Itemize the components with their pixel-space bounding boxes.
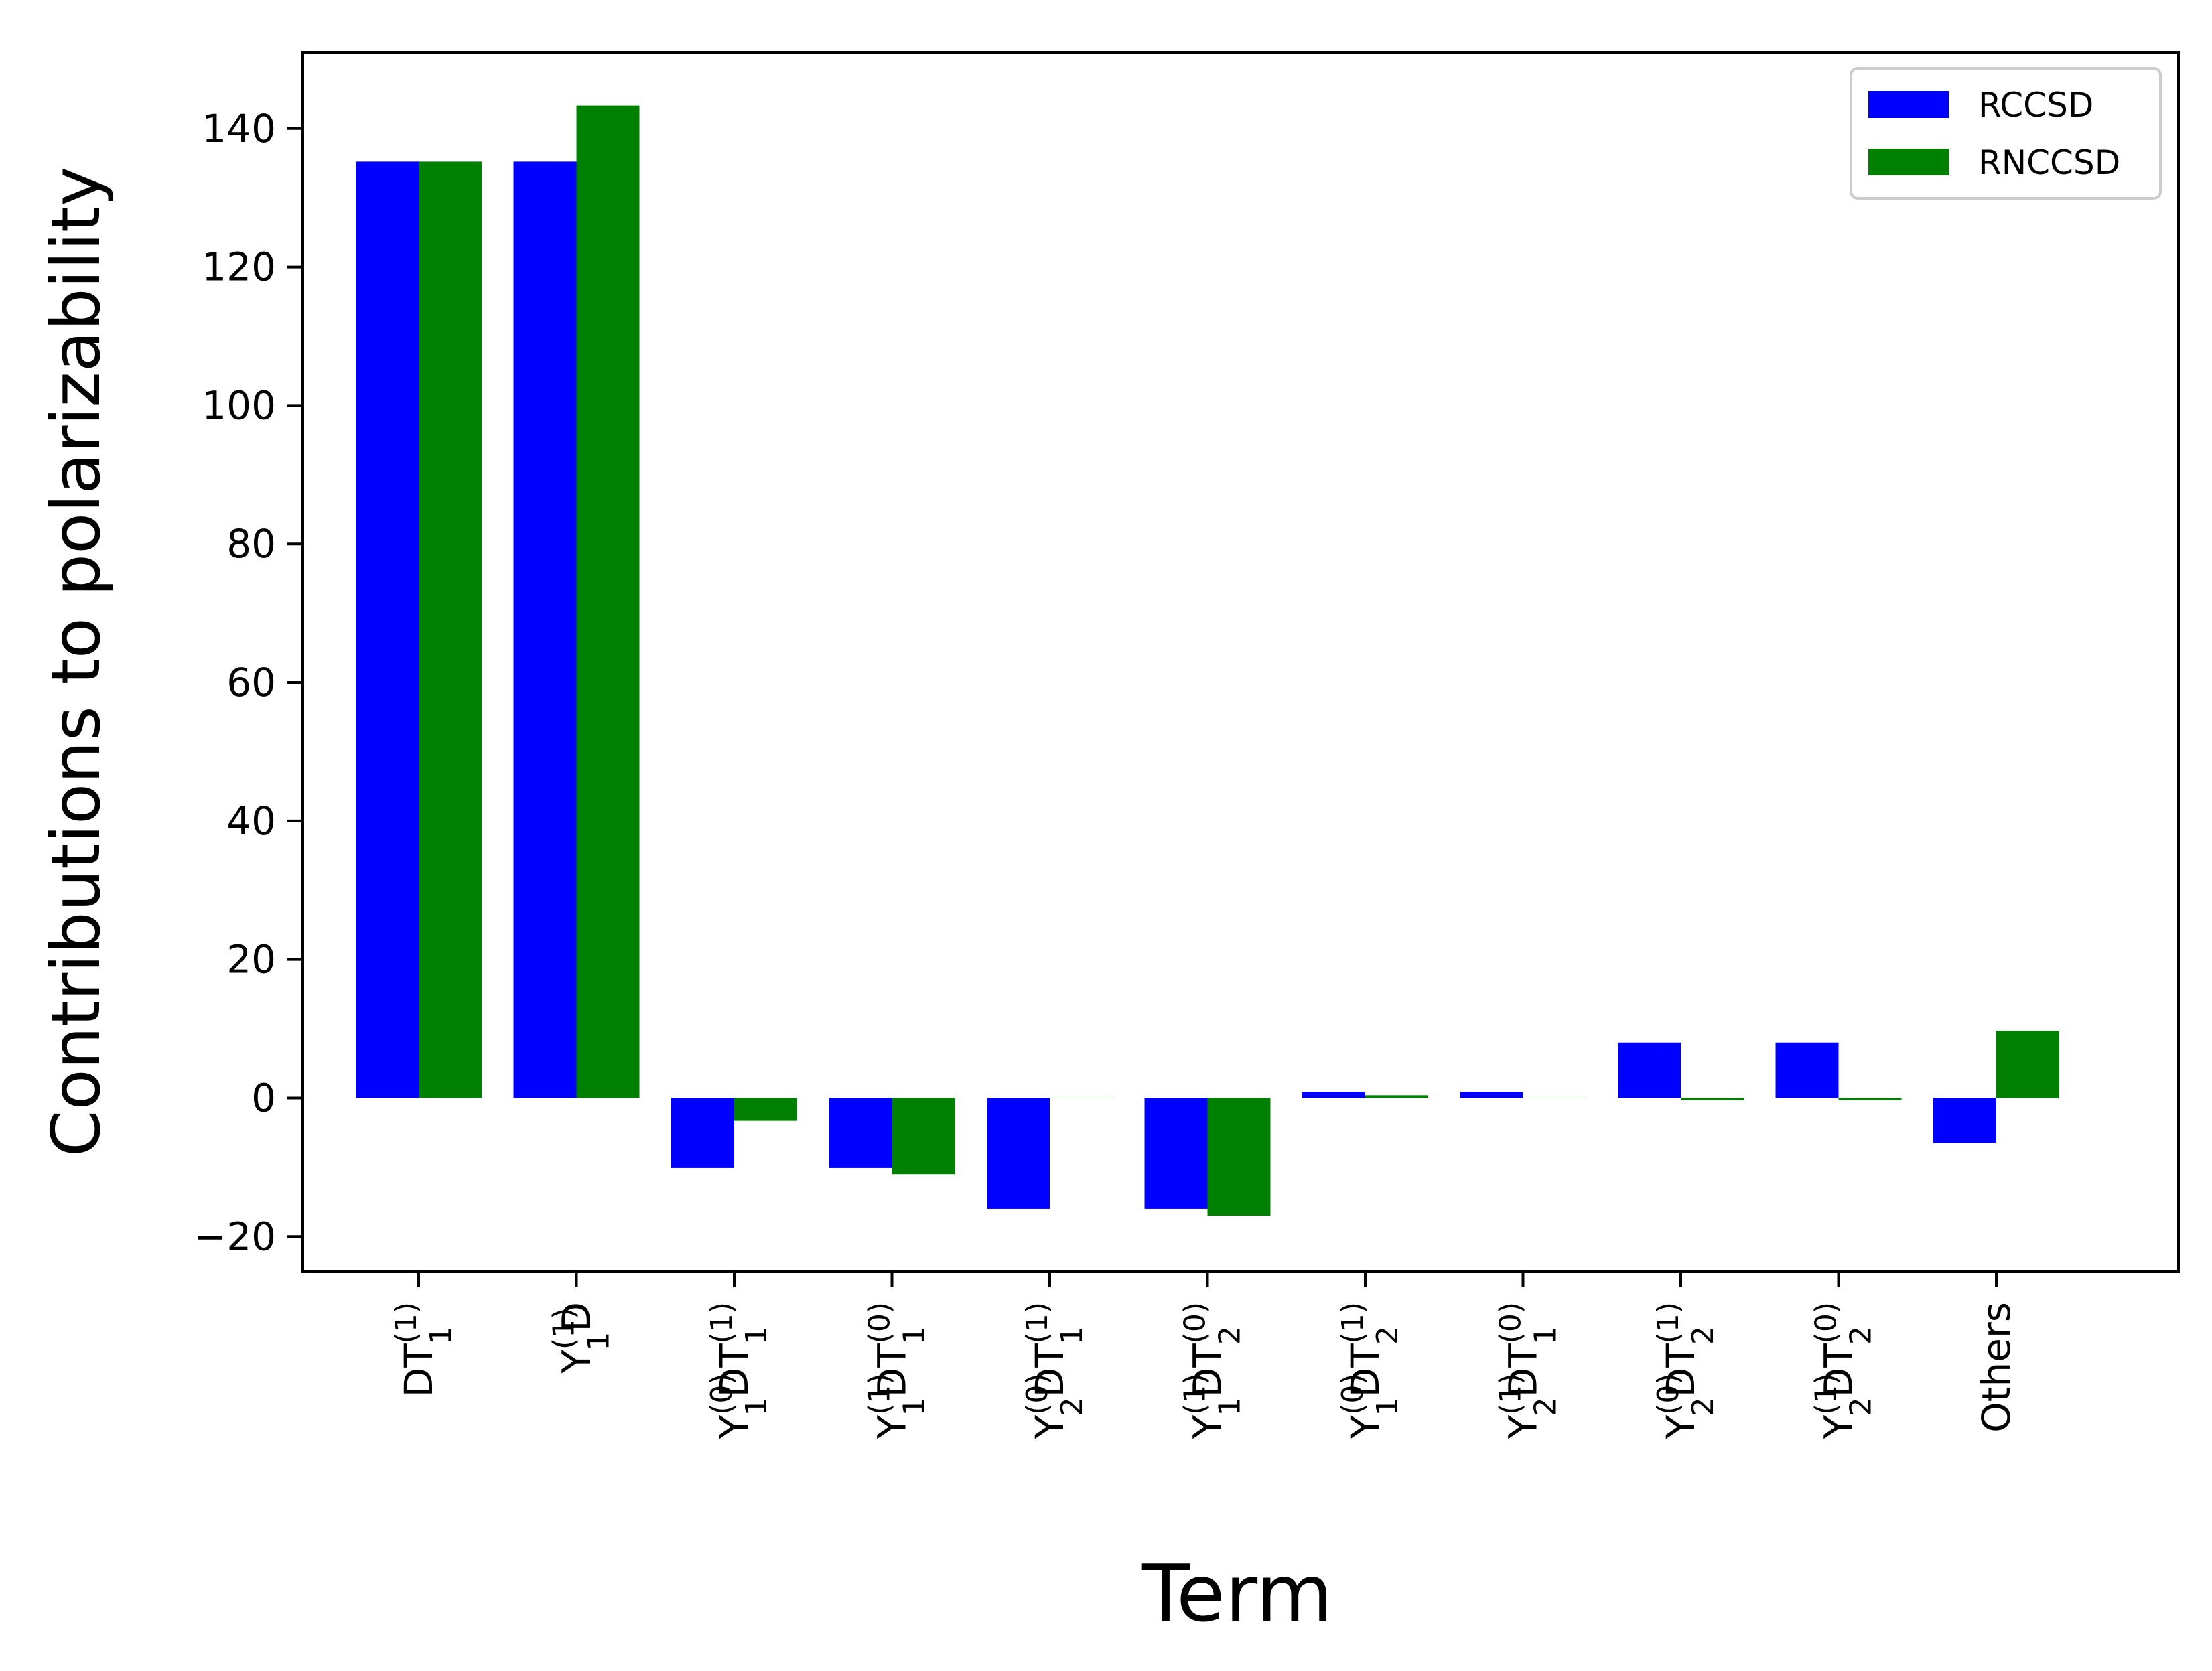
bar-rccsd-0	[356, 161, 419, 1098]
y-tick-label: −20	[194, 1214, 276, 1259]
x-tick-label-0: DT(1)1​	[389, 1302, 458, 1397]
bar-rccsd-2	[671, 1098, 734, 1168]
x-tick-label-text: Y(0)1​DT(1)1​	[705, 1302, 774, 1439]
x-tick-label-4: Y(0)2​DT(1)1​	[1020, 1302, 1089, 1439]
bar-rnccsd-5	[1207, 1098, 1271, 1216]
bar-rccsd-6	[1302, 1092, 1365, 1098]
x-tick-label-text: Y(0)2​DT(1)2​	[1651, 1302, 1720, 1439]
bar-rccsd-9	[1775, 1042, 1839, 1098]
bar-rccsd-4	[987, 1098, 1050, 1209]
bar-rnccsd-8	[1681, 1098, 1744, 1100]
plot-frame	[301, 51, 2180, 1273]
legend-swatch-rccsd	[1868, 91, 1949, 118]
bar-rccsd-8	[1618, 1042, 1681, 1098]
y-tick-label: 100	[202, 382, 276, 428]
x-tick-label-7: Y(1)2​DT(0)1​	[1494, 1302, 1563, 1439]
x-tick-label-3: Y(1)1​DT(0)1​	[863, 1302, 932, 1439]
x-tick-label-text: Y(0)1​DT(1)2​	[1336, 1302, 1405, 1439]
x-tick-label-text: Others	[1974, 1302, 2019, 1433]
y-tick-label: 60	[226, 660, 276, 705]
x-tick-label-5: Y(1)1​DT(0)2​	[1178, 1302, 1247, 1439]
x-tick-label-text: DT(1)1​	[389, 1302, 458, 1397]
x-tick-label-8: Y(0)2​DT(1)2​	[1651, 1302, 1720, 1439]
bar-rccsd-5	[1144, 1098, 1208, 1209]
x-axis: DT(1)1​ Y(1)1​D Y(0)1​DT(1)1​ Y(1)1​DT(0)1​…	[389, 1271, 2019, 1439]
x-tick-label-2: Y(0)1​DT(1)1​	[705, 1302, 774, 1439]
legend-label-rnccsd: RNCCSD	[1978, 143, 2120, 182]
bar-rnccsd-2	[734, 1098, 797, 1121]
x-tick-label-9: Y(1)2​DT(0)2​	[1809, 1302, 1878, 1439]
x-tick-label-text: Y(1)2​DT(0)2​	[1809, 1302, 1878, 1439]
bar-rccsd-7	[1460, 1092, 1523, 1098]
x-tick-label-text: Y(1)2​DT(0)1​	[1494, 1302, 1563, 1439]
bar-rnccsd-0	[419, 161, 482, 1098]
y-tick-label: 40	[226, 798, 276, 844]
bar-rnccsd-10	[1996, 1031, 2059, 1098]
y-tick-label: 0	[251, 1075, 276, 1120]
y-tick-label: 140	[202, 106, 276, 151]
legend: RCCSD RNCCSD	[1850, 67, 2162, 200]
y-tick-label: 80	[226, 521, 276, 567]
bar-rnccsd-6	[1365, 1095, 1428, 1098]
legend-swatch-rnccsd	[1868, 149, 1949, 175]
bar-rnccsd-9	[1838, 1098, 1902, 1100]
legend-label-rccsd: RCCSD	[1978, 86, 2093, 125]
x-tick-label-10: Others	[1974, 1302, 2019, 1433]
y-axis-title: Contributions to polarizability	[37, 167, 115, 1157]
y-tick-label: 20	[226, 937, 276, 983]
x-tick-label-text: Y(1)1​D	[547, 1302, 616, 1374]
bar-rnccsd-3	[892, 1098, 955, 1175]
x-tick-label-text: Y(1)1​DT(0)2​	[1178, 1302, 1247, 1439]
y-axis: −20 0 20 40 60 80 100 120 140	[194, 106, 303, 1259]
x-axis-title: Term	[1141, 1547, 1333, 1640]
bars-group	[356, 105, 2059, 1216]
x-tick-label-1: Y(1)1​D	[547, 1302, 616, 1374]
x-tick-label-text: Y(1)1​DT(0)1​	[863, 1302, 932, 1439]
bar-rccsd-10	[1933, 1098, 1996, 1143]
x-tick-label-text: Y(0)2​DT(1)1​	[1020, 1302, 1089, 1439]
bar-rccsd-3	[829, 1098, 892, 1168]
bar-rccsd-1	[513, 161, 577, 1098]
y-tick-label: 120	[202, 244, 276, 290]
x-tick-label-6: Y(0)1​DT(1)2​	[1336, 1302, 1405, 1439]
bar-rnccsd-1	[576, 105, 640, 1098]
